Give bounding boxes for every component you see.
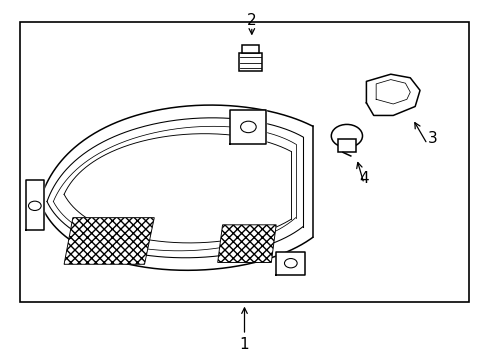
Polygon shape — [217, 225, 276, 262]
Polygon shape — [64, 134, 290, 243]
FancyBboxPatch shape — [337, 139, 355, 152]
Text: 1: 1 — [239, 337, 249, 352]
FancyBboxPatch shape — [238, 53, 262, 71]
Polygon shape — [64, 218, 154, 264]
Polygon shape — [40, 105, 312, 270]
Text: 3: 3 — [427, 131, 436, 146]
Polygon shape — [26, 180, 43, 230]
Polygon shape — [366, 74, 419, 116]
Polygon shape — [276, 252, 305, 275]
Text: 4: 4 — [358, 171, 368, 186]
Polygon shape — [229, 110, 266, 144]
Bar — [20, 22, 468, 302]
FancyBboxPatch shape — [242, 45, 258, 53]
Text: 2: 2 — [246, 13, 256, 28]
